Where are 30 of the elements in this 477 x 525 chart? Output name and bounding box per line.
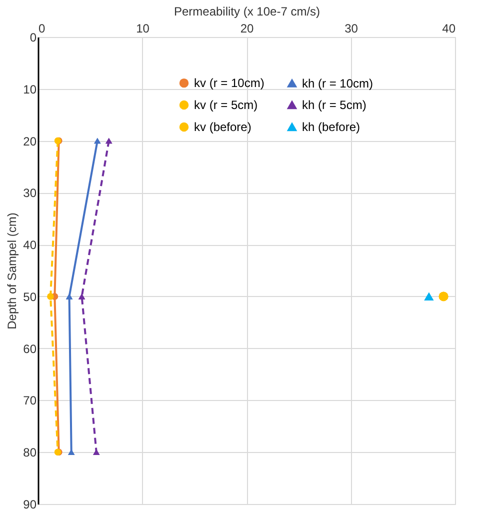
- point: [438, 292, 448, 302]
- legend-label: kh (before): [302, 120, 360, 134]
- x-tick-label: 0: [38, 22, 46, 36]
- point: [424, 292, 434, 301]
- point: [94, 138, 101, 144]
- point: [47, 293, 54, 300]
- legend-label: kv (r = 5cm): [194, 98, 258, 112]
- point: [78, 294, 86, 300]
- point: [106, 138, 112, 144]
- y-tick-label: 30: [23, 186, 37, 200]
- y-tick-label: 20: [23, 134, 37, 148]
- legend-label: kv (before): [194, 120, 252, 134]
- legend-label: kv (r = 10cm): [194, 76, 264, 90]
- y-tick-label: 70: [23, 394, 37, 408]
- y-tick-label: 50: [23, 290, 37, 304]
- legend-label: kh (r = 10cm): [302, 76, 374, 90]
- y-tick-label: 80: [23, 446, 37, 460]
- point: [66, 294, 73, 300]
- y-tick-label: 40: [23, 238, 37, 252]
- y-tick-label: 0: [30, 30, 37, 44]
- x-axis-title: Permeability (x 10e-7 cm/s): [174, 4, 320, 18]
- y-axis-title: Depth of Sampel (cm): [5, 212, 20, 330]
- y-tick-label: 10: [23, 82, 37, 96]
- x-tick-label: 30: [344, 22, 358, 36]
- y-tick-label: 60: [23, 342, 37, 356]
- y-tick-label: 90: [23, 498, 37, 512]
- legend-label: kh (r = 5cm): [302, 98, 366, 112]
- x-tick-label: 40: [442, 22, 456, 36]
- x-tick-label: 20: [240, 22, 254, 36]
- x-tick-label: 10: [136, 22, 150, 36]
